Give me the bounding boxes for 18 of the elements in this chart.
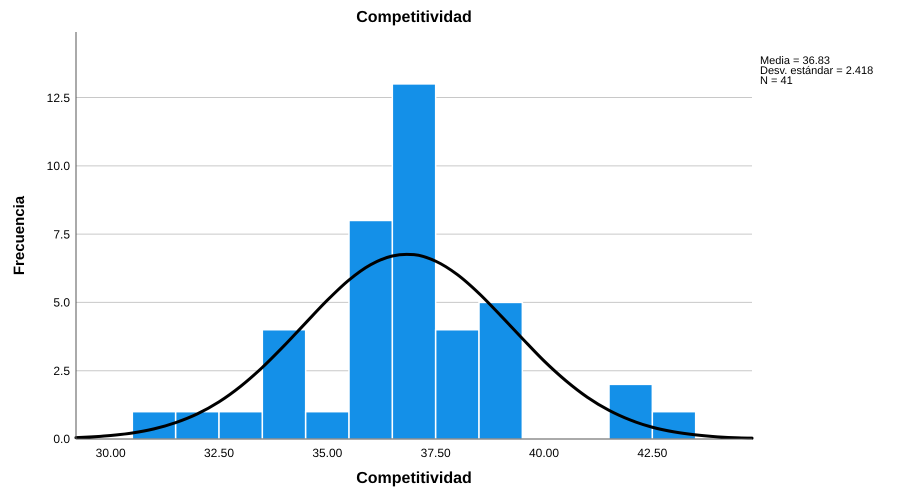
x-tick-label: 42.50 bbox=[637, 446, 668, 460]
y-tick-label: 2.5 bbox=[53, 364, 70, 378]
y-tick-label: 10.0 bbox=[46, 159, 70, 174]
x-tick-label: 32.50 bbox=[204, 446, 234, 460]
y-tick-label: 12.5 bbox=[46, 90, 70, 105]
y-tick-label: 5.0 bbox=[53, 296, 70, 310]
x-tick-label: 37.50 bbox=[420, 446, 452, 460]
text: N = 41 bbox=[760, 75, 793, 87]
y-tick-label: 7.5 bbox=[53, 227, 70, 242]
x-tick-label: 35.00 bbox=[312, 446, 343, 460]
y-tick-label: 0.0 bbox=[53, 432, 70, 446]
x-axis-title: Competitividad bbox=[356, 470, 472, 487]
text: Desv. estándar = 2.418 bbox=[760, 65, 874, 77]
chart-title: Competitividad bbox=[356, 9, 472, 26]
y-axis-title: Frecuencia bbox=[11, 195, 28, 276]
x-tick-label: 30.00 bbox=[96, 446, 126, 460]
x-tick-label: 40.00 bbox=[528, 446, 560, 460]
text: Media = 36.83 bbox=[760, 55, 830, 67]
